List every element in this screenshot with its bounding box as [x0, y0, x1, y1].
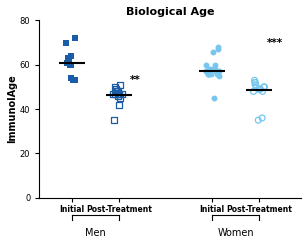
Point: [112, 92, 117, 96]
Point: [63, 41, 68, 45]
Point: [216, 69, 221, 73]
Text: **: **: [130, 75, 140, 85]
Point: [256, 87, 261, 91]
Point: [117, 92, 122, 96]
Point: [66, 61, 71, 64]
Point: [254, 85, 259, 89]
Point: [70, 78, 75, 82]
Point: [110, 92, 115, 96]
Point: [210, 50, 215, 54]
Point: [65, 61, 70, 64]
Point: [111, 118, 116, 122]
Title: Biological Age: Biological Age: [126, 7, 214, 17]
Point: [209, 72, 214, 76]
Point: [211, 96, 216, 100]
Point: [207, 67, 212, 71]
Text: Women: Women: [217, 228, 254, 238]
Point: [69, 76, 74, 80]
Point: [251, 89, 256, 93]
Point: [203, 69, 208, 73]
Point: [204, 63, 209, 67]
Point: [216, 45, 221, 49]
Point: [66, 56, 71, 60]
Text: Men: Men: [85, 228, 106, 238]
Point: [116, 92, 120, 96]
Point: [213, 69, 218, 73]
Y-axis label: ImmunolAge: ImmunolAge: [7, 75, 17, 144]
Point: [113, 89, 118, 93]
Point: [257, 87, 262, 91]
Point: [213, 63, 217, 67]
Point: [116, 89, 120, 93]
Point: [72, 36, 77, 40]
Point: [117, 92, 122, 96]
Point: [114, 87, 119, 91]
Point: [118, 83, 123, 87]
Point: [253, 83, 257, 87]
Point: [258, 87, 263, 91]
Point: [67, 58, 72, 62]
Point: [252, 78, 257, 82]
Point: [205, 72, 210, 76]
Point: [253, 81, 257, 84]
Point: [208, 67, 213, 71]
Point: [206, 72, 211, 76]
Point: [64, 61, 69, 64]
Point: [68, 63, 73, 67]
Point: [260, 116, 265, 120]
Point: [69, 54, 74, 58]
Point: [114, 89, 119, 93]
Point: [203, 69, 208, 73]
Point: [115, 94, 120, 98]
Point: [206, 72, 211, 76]
Point: [256, 118, 261, 122]
Point: [112, 85, 117, 89]
Point: [72, 78, 77, 82]
Point: [120, 92, 125, 96]
Point: [213, 67, 217, 71]
Point: [216, 47, 221, 51]
Point: [215, 72, 220, 76]
Point: [67, 63, 72, 67]
Point: [260, 89, 265, 93]
Point: [216, 74, 221, 78]
Point: [116, 103, 121, 107]
Point: [253, 81, 258, 84]
Point: [262, 85, 267, 89]
Point: [261, 85, 266, 89]
Text: ***: ***: [267, 38, 283, 48]
Point: [118, 96, 123, 100]
